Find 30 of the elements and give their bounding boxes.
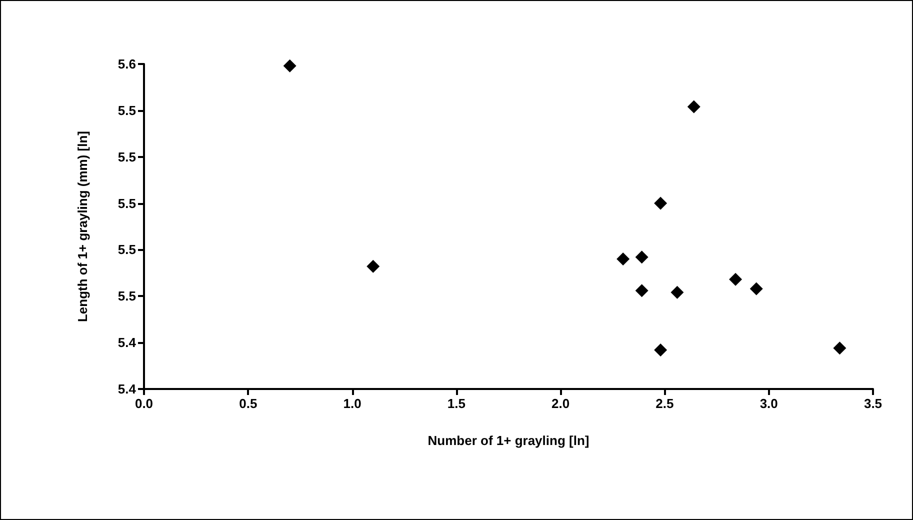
x-tick-label: 0.0 bbox=[134, 396, 154, 411]
y-tick-label: 5.5 bbox=[118, 102, 136, 118]
y-tick-label: 5.6 bbox=[118, 56, 136, 72]
y-axis-title: Length of 1+ grayling (mm) [ln] bbox=[75, 130, 90, 322]
point bbox=[654, 344, 668, 356]
y-tick-label: 5.5 bbox=[118, 149, 136, 164]
point bbox=[366, 260, 380, 273]
x-tick-label: 2.0 bbox=[552, 396, 570, 411]
y-tick-label: 5.5 bbox=[118, 288, 136, 304]
x-tick-label: 3.5 bbox=[864, 396, 882, 411]
x-tick-label: 1.5 bbox=[447, 396, 466, 411]
y-tick-label: 5.5 bbox=[118, 242, 136, 258]
point bbox=[283, 59, 296, 72]
x-axis-title: Number of 1+ grayling [ln] bbox=[428, 433, 590, 448]
point bbox=[687, 100, 700, 114]
point bbox=[616, 252, 630, 266]
x-tick-label: 3.0 bbox=[760, 396, 778, 411]
point bbox=[750, 282, 763, 296]
x-tick-label: 2.5 bbox=[656, 396, 674, 411]
point bbox=[635, 250, 648, 264]
point bbox=[670, 286, 684, 299]
point bbox=[833, 342, 846, 355]
point bbox=[635, 284, 648, 298]
x-tick-label: 1.0 bbox=[343, 396, 362, 411]
y-tick-label: 5.4 bbox=[118, 335, 137, 350]
x-tick-label: 0.5 bbox=[239, 396, 258, 411]
point bbox=[654, 196, 668, 210]
point bbox=[729, 272, 742, 286]
y-tick-label: 5.5 bbox=[118, 196, 136, 211]
y-tick-label: 5.4 bbox=[118, 382, 137, 396]
